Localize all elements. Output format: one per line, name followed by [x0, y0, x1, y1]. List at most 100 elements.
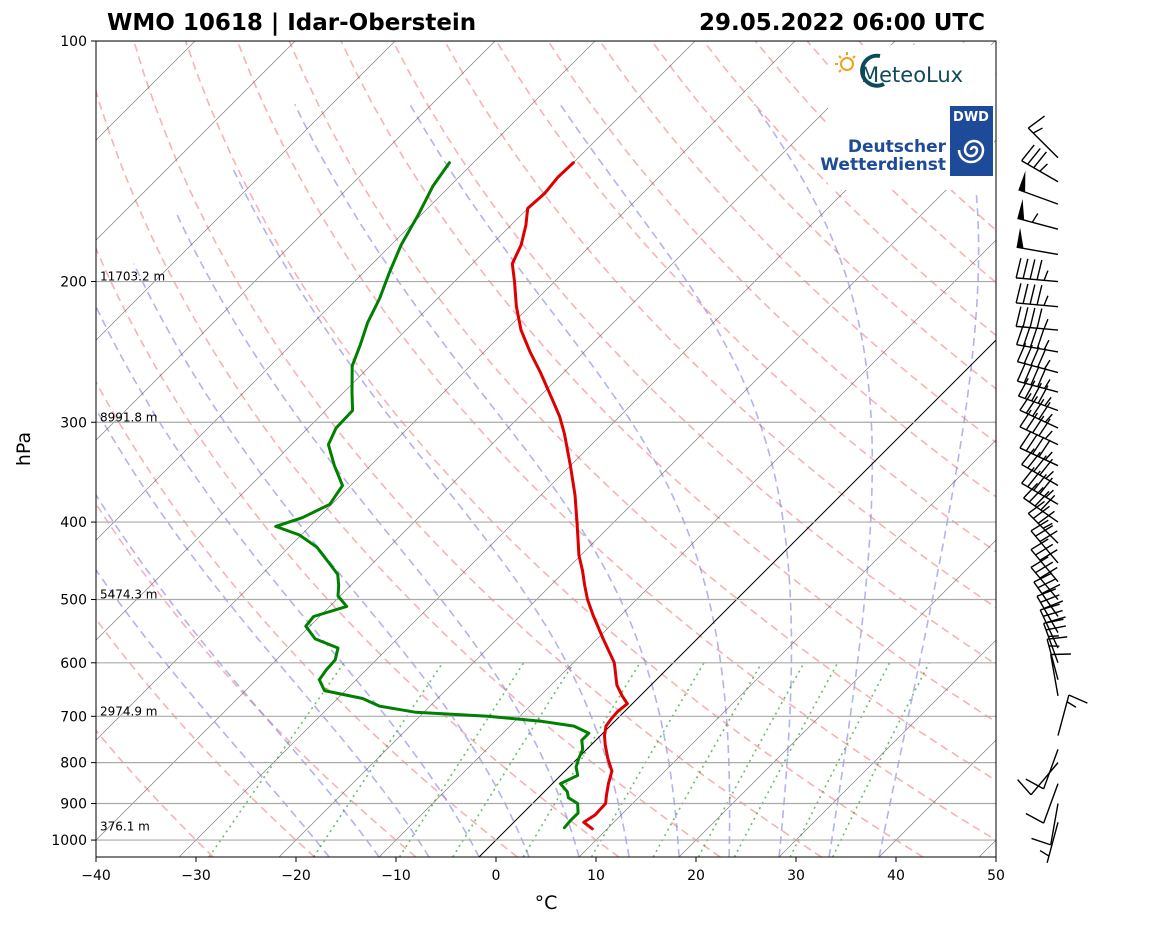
zero-degree-isotherm: [478, 339, 996, 857]
dry-adiabat: [392, 41, 996, 666]
wind-barb-flag: [1028, 486, 1044, 503]
dry-adiabat: [599, 41, 996, 444]
mixing-ratio-line: [652, 662, 763, 857]
wind-barb-flag: [1033, 455, 1047, 472]
wind-barb-flag: [1048, 635, 1059, 638]
wind-barb-flag: [1025, 433, 1039, 452]
wind-barb-staff: [1019, 447, 1059, 467]
height-label: 5474.3 m: [100, 588, 158, 602]
y-tick-label: 200: [60, 275, 87, 291]
height-label: 11703.2 m: [100, 270, 165, 284]
moist-adiabat: [878, 104, 980, 857]
mixing-ratio-line: [590, 662, 705, 857]
wind-barb-flag: [1027, 451, 1041, 469]
wind-barb-flag: [1016, 342, 1027, 363]
wind-barb-flag: [1038, 401, 1051, 420]
chart-title-station: WMO 10618 | Idar-Oberstein: [107, 10, 476, 36]
wind-barb-staff: [1042, 783, 1059, 824]
wind-barb-flag: [1021, 467, 1035, 484]
wind-barb-flag: [1037, 348, 1047, 368]
wind-barb-flag: [1029, 284, 1036, 305]
wind-barb: [1015, 283, 1059, 308]
wind-barb-flag: [1033, 474, 1047, 491]
wind-barb-staff: [1050, 803, 1059, 845]
wind-barb: [1017, 378, 1059, 412]
wind-barb-pennant: [1016, 227, 1024, 249]
x-tick-label: −10: [381, 868, 411, 884]
isotherm: [978, 839, 996, 857]
wind-barb-flag: [1029, 307, 1036, 328]
wind-barb-flag: [1023, 364, 1033, 384]
wind-barb: [1025, 783, 1059, 824]
x-tick-label: 20: [687, 868, 705, 884]
wind-barb-flag: [1032, 398, 1045, 417]
wind-barb-flag: [1015, 283, 1022, 304]
wind-barb-flag: [1021, 448, 1035, 465]
wind-barb: [1016, 342, 1059, 374]
meteolux-logo-text: MeteoLux: [861, 63, 963, 87]
dry-adiabat: [96, 617, 316, 857]
dry-adiabat: [1066, 41, 1160, 857]
wind-barb-flag: [1037, 367, 1047, 387]
dry-adiabat: [651, 41, 996, 390]
dry-adiabat: [443, 41, 996, 609]
moist-adiabat: [232, 169, 630, 857]
y-tick-label: 1000: [51, 833, 87, 849]
wind-barb-flag: [1027, 115, 1045, 129]
wind-barb-flag: [1039, 458, 1053, 476]
wind-barb-staff: [1030, 762, 1059, 796]
mixing-ratio-line: [522, 662, 641, 857]
sounding-profiles: [274, 161, 629, 831]
wind-barb-flag: [1038, 418, 1051, 437]
wind-barb-flag: [1027, 470, 1041, 488]
wind-barb-staff: [1017, 217, 1059, 230]
wind-barb-flag: [1043, 339, 1050, 350]
wind-barb-flag: [1030, 519, 1049, 532]
mixing-ratio-line: [208, 662, 345, 857]
height-labels: 11703.2 m 8991.8 m 5474.3 m 2974.9 m 376.1 m: [100, 270, 165, 834]
dry-adiabat: [184, 41, 924, 857]
mixing-ratio-line: [452, 662, 575, 857]
x-axis-label: °C: [535, 892, 558, 914]
wind-barb-flag: [1032, 505, 1050, 519]
dwd-text-line2: Wetterdienst: [820, 155, 946, 175]
wind-barb-flag: [1037, 578, 1057, 589]
wind-barb-flag: [1036, 308, 1043, 329]
isotherm: [378, 239, 996, 857]
wind-barb-flag: [1043, 295, 1049, 306]
dry-adiabat: [340, 41, 996, 723]
isotherm: [96, 41, 496, 441]
wind-barb: [1018, 170, 1059, 205]
wind-barb: [1030, 556, 1059, 600]
dry-adiabat: [96, 246, 620, 857]
wind-barb-flag: [1043, 359, 1051, 370]
wind-barb: [1015, 258, 1059, 283]
meteolux-logo: MeteoLux: [835, 52, 963, 88]
x-tick-label: 50: [987, 868, 1005, 884]
moist-adiabat: [96, 568, 330, 857]
wind-barb-staff: [1018, 189, 1059, 205]
height-label: 8991.8 m: [100, 410, 158, 424]
wind-barb-flag: [1022, 326, 1031, 347]
wind-barb-flag: [1037, 385, 1049, 404]
isotherm: [96, 41, 796, 741]
dry-adiabat: [133, 41, 823, 857]
wind-barb-flag: [1025, 812, 1044, 824]
dry-adiabat: [236, 41, 996, 842]
y-tick-label: 600: [60, 656, 87, 672]
wind-barb-flag: [1035, 524, 1054, 537]
wind-barb-flag: [1039, 849, 1050, 857]
sun-icon: [835, 52, 856, 73]
y-tick-label: 100: [60, 34, 87, 50]
dry-adiabat: [547, 41, 996, 498]
wind-barb-flag: [1036, 259, 1043, 280]
dry-adiabat: [96, 88, 721, 857]
wind-barb-flag: [1030, 365, 1040, 386]
wind-barb-flag: [1035, 543, 1054, 556]
y-tick-label: 900: [60, 797, 87, 813]
wind-barb: [1021, 467, 1059, 505]
wind-barb-flag: [1025, 412, 1039, 431]
wind-barb: [1057, 694, 1088, 736]
wind-barb-flag: [1045, 470, 1054, 480]
wind-barb: [1019, 430, 1059, 467]
